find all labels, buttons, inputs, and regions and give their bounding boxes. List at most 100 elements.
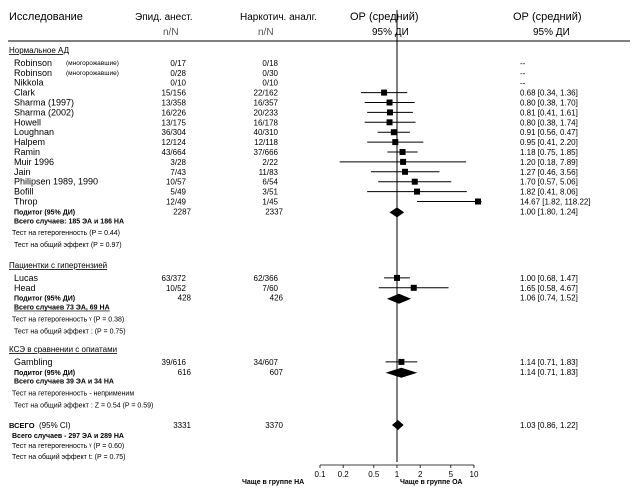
overall-effect-test: Тест на общий эффект : Z = 0.54 (P = 0.5… xyxy=(14,402,153,410)
epidural-value: 0/17 xyxy=(170,59,186,68)
overall-label: ВСЕГО xyxy=(9,421,35,430)
epidural-value: 12/124 xyxy=(162,138,187,147)
point-estimate xyxy=(399,149,406,155)
study-name: Clark xyxy=(14,88,36,98)
overall-effect-test: Тест на общий эффект t: (P = 0.75) xyxy=(12,453,125,461)
tick-label: 1 xyxy=(395,470,400,479)
total-events: Всего случаев 73 ЭА, 69 НА xyxy=(14,305,110,312)
favours-left-label: Чаще в группе НА xyxy=(242,479,304,486)
header-or-text: ОР (средний) xyxy=(513,11,582,23)
study-name: Robinson xyxy=(14,68,52,78)
tick-label: 0.5 xyxy=(368,470,380,479)
point-estimate xyxy=(475,198,481,205)
study-name: Muir 1996 xyxy=(14,157,54,167)
pooled-epidural: 2287 xyxy=(173,207,191,216)
narcotic-value: 2/22 xyxy=(262,158,278,167)
point-estimate xyxy=(411,178,418,185)
point-estimate xyxy=(390,129,397,136)
narcotic-value: 16/178 xyxy=(254,118,279,127)
or-ci-text: 0.80 [0.38, 1.74] xyxy=(520,118,578,127)
pooled-narcotic: 2337 xyxy=(265,207,283,216)
header-ci-text: 95% ДИ xyxy=(533,27,570,38)
epidural-value: 13/175 xyxy=(162,118,187,127)
point-estimate xyxy=(410,284,417,291)
narcotic-value: 20/233 xyxy=(254,108,279,117)
narcotic-value: 0/10 xyxy=(262,79,278,88)
pooled-diamond xyxy=(386,293,412,304)
forest-rows: Нормальное АД Robinson (многорожавшие) 0/17… xyxy=(9,46,591,461)
overall-total-events: Всего случаев - 297 ЭА и 289 НА xyxy=(12,433,124,440)
group-title: Пациентки с гипертензией xyxy=(9,261,107,270)
heterogeneity-test: Тест на гетерогенность - неприменим xyxy=(12,391,134,398)
pooled-diamond xyxy=(385,367,418,378)
pooled-label: Подитог (95% ДИ) xyxy=(14,296,75,303)
narcotic-value: 7/60 xyxy=(262,284,278,293)
or-ci-text: 1.82 [0.41, 8.06] xyxy=(520,188,578,197)
study-name: Head xyxy=(14,283,36,293)
overall-effect-test: Тест на общий эффект (P = 0.97) xyxy=(14,241,122,249)
study-name: Gambling xyxy=(14,357,53,367)
tick-label: 2 xyxy=(418,470,423,479)
or-ci-text: 0.81 [0.41, 1.61] xyxy=(520,108,578,117)
narcotic-value: 16/357 xyxy=(254,99,279,108)
narcotic-value: 11/83 xyxy=(259,168,279,177)
study-name: Jain xyxy=(14,167,31,177)
overall-heterogeneity-test: Тест на гетерогенность ᵞ (P = 0.60) xyxy=(12,443,124,450)
total-events: Всего случаев 39 ЭА и 34 НА xyxy=(14,379,114,386)
epidural-value: 3/28 xyxy=(170,158,186,167)
point-estimate xyxy=(414,188,421,195)
study-name: Sharma (2002) xyxy=(14,107,74,117)
or-ci-text: -- xyxy=(520,69,526,78)
study-name: Ramin xyxy=(14,147,40,157)
epidural-value: 10/52 xyxy=(166,284,187,293)
or-ci-text: 1.00 [0.68, 1.47] xyxy=(520,274,578,283)
overall-narcotic: 3370 xyxy=(265,421,283,430)
x-axis: 0.1 0.2 0.5 1 2 5 10 Чаще в группе НА Чаще в гру… xyxy=(242,464,479,486)
header-nn-narcotic: n/N xyxy=(258,27,274,38)
study-name: Loughnan xyxy=(14,127,54,137)
pooled-narcotic: 607 xyxy=(270,368,284,377)
epidural-value: 12/49 xyxy=(166,198,187,207)
narcotic-value: 3/51 xyxy=(262,188,278,197)
or-ci-text: 1.14 [0.71, 1.83] xyxy=(520,358,578,367)
narcotic-value: 6/54 xyxy=(262,178,278,187)
or-ci-text: -- xyxy=(520,59,526,68)
point-estimate xyxy=(386,119,393,126)
pooled-diamond xyxy=(389,207,405,218)
narcotic-value: 22/162 xyxy=(254,89,279,98)
or-ci-text: 0.95 [0.41, 2.20] xyxy=(520,138,578,147)
study-note: (многорожавшие) xyxy=(66,70,119,77)
point-estimate xyxy=(394,274,400,281)
or-ci-text: 14.67 [1.82, 118.22] xyxy=(520,198,591,207)
tick-label: 5 xyxy=(449,470,454,479)
epidural-value: 0/28 xyxy=(170,69,186,78)
narcotic-value: 37/666 xyxy=(254,148,279,157)
narcotic-value: 40/310 xyxy=(254,128,279,137)
study-name: Lucas xyxy=(14,273,39,283)
point-estimate xyxy=(392,139,399,146)
epidural-value: 63/372 xyxy=(162,274,187,283)
or-ci-text: 1.70 [0.57, 5.06] xyxy=(520,178,578,187)
header-narcotic: Наркотич. аналг. xyxy=(240,12,317,23)
point-estimate xyxy=(400,158,407,165)
heterogeneity-test: Тест на гетерогенность (P = 0.44) xyxy=(12,230,120,237)
epidural-value: 39/616 xyxy=(162,358,187,367)
tick-label: 0.1 xyxy=(314,470,326,479)
pooled-diamond xyxy=(391,420,404,430)
epidural-value: 0/10 xyxy=(170,79,186,88)
epidural-value: 15/156 xyxy=(162,89,187,98)
pooled-or-ci-text: 1.06 [0.74, 1.52] xyxy=(520,294,578,303)
pooled-narcotic: 426 xyxy=(270,294,284,303)
pooled-epidural: 428 xyxy=(178,294,192,303)
or-ci-text: 1.65 [0.58, 4.67] xyxy=(520,284,578,293)
narcotic-value: 0/30 xyxy=(262,69,278,78)
point-estimate xyxy=(398,358,405,365)
narcotic-value: 1/45 xyxy=(262,198,278,207)
study-name: Robinson xyxy=(14,58,52,68)
study-note: (многорожавшие) xyxy=(66,60,119,67)
tick-label: 10 xyxy=(470,470,479,479)
tick-label: 0.2 xyxy=(338,470,350,479)
study-name: Bofill xyxy=(14,187,34,197)
narcotic-value: 0/18 xyxy=(262,59,278,68)
